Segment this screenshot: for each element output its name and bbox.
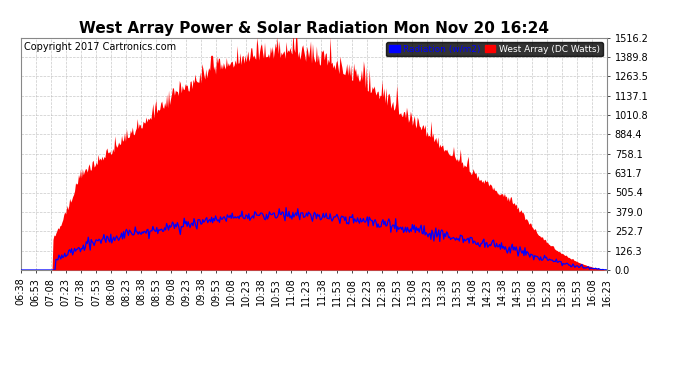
- Title: West Array Power & Solar Radiation Mon Nov 20 16:24: West Array Power & Solar Radiation Mon N…: [79, 21, 549, 36]
- Text: Copyright 2017 Cartronics.com: Copyright 2017 Cartronics.com: [23, 42, 176, 52]
- Legend: Radiation (w/m2), West Array (DC Watts): Radiation (w/m2), West Array (DC Watts): [386, 42, 602, 56]
